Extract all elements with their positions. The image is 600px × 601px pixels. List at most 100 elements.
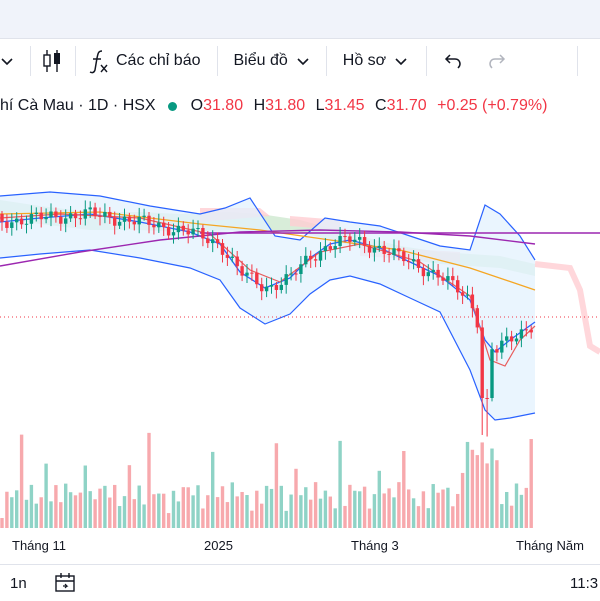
candle-body bbox=[460, 292, 465, 296]
candle-body bbox=[519, 329, 524, 339]
indicators-button[interactable]: Các chỉ báo bbox=[88, 45, 201, 77]
function-icon bbox=[89, 50, 108, 74]
symbol-title[interactable]: hí Cà Mau · 1D · HSX bbox=[0, 97, 156, 114]
volume-bar bbox=[0, 518, 4, 528]
candle-body bbox=[230, 256, 234, 258]
volume-bar bbox=[191, 495, 195, 528]
range-button[interactable]: 1n bbox=[10, 575, 27, 592]
candle-body bbox=[353, 239, 357, 242]
volume-bar bbox=[529, 439, 533, 528]
volume-bar bbox=[98, 488, 102, 528]
volume-bar bbox=[411, 498, 416, 528]
volume-bar bbox=[269, 488, 274, 528]
redo-button[interactable] bbox=[487, 45, 507, 77]
toolbar-separator bbox=[325, 46, 327, 76]
candle-body bbox=[93, 207, 97, 216]
candle-body bbox=[113, 217, 117, 226]
chart-toolbar: Các chỉ báo Biểu đồ Hồ sơ bbox=[0, 39, 600, 83]
volume-bar bbox=[309, 499, 313, 528]
volume-bar bbox=[34, 503, 38, 528]
volume-bar bbox=[68, 492, 73, 528]
price-chart[interactable] bbox=[0, 118, 600, 530]
volume-bar bbox=[284, 510, 288, 528]
candle-body bbox=[269, 284, 274, 287]
candle-body bbox=[284, 274, 288, 285]
moving-average-line bbox=[0, 229, 536, 267]
volume-bar bbox=[64, 483, 68, 528]
candle-body bbox=[181, 225, 185, 231]
chart-type-button[interactable]: Biểu đồ bbox=[234, 45, 310, 77]
undo-button[interactable] bbox=[443, 45, 463, 77]
volume-bar bbox=[294, 468, 298, 528]
volume-bar bbox=[274, 443, 279, 528]
candle-body bbox=[10, 222, 14, 228]
volume-bar bbox=[260, 503, 264, 528]
chart-type-label: Biểu đồ bbox=[233, 52, 288, 69]
volume-bar bbox=[456, 493, 460, 528]
symbol-legend: hí Cà Mau · 1D · HSX O31.80 H31.80 L31.4… bbox=[0, 96, 547, 116]
candle-body bbox=[34, 212, 38, 215]
toolbar-separator bbox=[426, 46, 428, 76]
volume-bar bbox=[495, 460, 499, 528]
x-tick-label: Tháng 3 bbox=[351, 538, 399, 553]
volume-bar bbox=[353, 490, 357, 528]
volume-bar bbox=[264, 485, 269, 528]
volume-bar bbox=[122, 496, 127, 528]
candle-body bbox=[29, 214, 34, 224]
clock-readout: 11:3 bbox=[570, 575, 599, 592]
calendar-icon[interactable] bbox=[54, 572, 76, 594]
toolbar-overflow-chevron[interactable] bbox=[0, 45, 22, 77]
candle-body bbox=[367, 245, 372, 253]
volume-bar bbox=[480, 442, 484, 528]
candle-body bbox=[372, 247, 377, 253]
volume-bar bbox=[152, 494, 156, 528]
volume-bar bbox=[441, 489, 445, 528]
candle-body bbox=[377, 245, 381, 248]
candle-body bbox=[524, 329, 528, 331]
bollinger-band-fill bbox=[0, 192, 535, 420]
volume-bar bbox=[250, 510, 254, 528]
moving-average-line bbox=[0, 211, 536, 291]
volume-bar bbox=[451, 506, 455, 528]
low-key: L bbox=[315, 97, 325, 114]
candle-body bbox=[166, 227, 171, 236]
candle-body bbox=[88, 207, 92, 210]
volume-bar bbox=[372, 494, 377, 528]
candles-button[interactable] bbox=[41, 45, 63, 77]
volume-bar bbox=[387, 488, 391, 528]
candle-body bbox=[54, 211, 58, 217]
volume-bar bbox=[367, 508, 372, 528]
candle-body bbox=[470, 294, 475, 309]
volume-bar bbox=[137, 485, 141, 528]
volume-bar bbox=[407, 489, 411, 528]
market-status-dot bbox=[167, 101, 177, 111]
candle-body bbox=[108, 211, 112, 218]
volume-bar bbox=[15, 490, 19, 528]
volume-bar bbox=[431, 484, 435, 528]
volume-bar bbox=[127, 465, 132, 528]
open-key: O bbox=[190, 97, 204, 114]
volume-bar bbox=[103, 485, 107, 528]
candle-body bbox=[0, 214, 4, 222]
volume-bar bbox=[255, 490, 259, 528]
candle-body bbox=[446, 276, 450, 281]
volume-bar bbox=[132, 499, 136, 528]
volume-bar bbox=[446, 487, 450, 528]
volume-bar bbox=[201, 508, 205, 528]
candle-body bbox=[211, 239, 215, 244]
volume-bar bbox=[500, 504, 504, 528]
volume-bar bbox=[142, 504, 146, 528]
candle-body bbox=[465, 294, 470, 296]
candle-body bbox=[15, 218, 19, 223]
candle-body bbox=[137, 216, 141, 225]
volume-bar bbox=[338, 440, 342, 528]
profile-button[interactable]: Hồ sơ bbox=[343, 45, 408, 77]
candle-body bbox=[441, 277, 445, 281]
candle-body bbox=[44, 217, 48, 220]
candle-body bbox=[260, 284, 264, 292]
volume-bar bbox=[113, 484, 117, 528]
volume-bar bbox=[211, 451, 215, 528]
high-value: 31.80 bbox=[265, 97, 306, 114]
volume-bar bbox=[225, 502, 230, 528]
volume-bar bbox=[318, 498, 323, 528]
